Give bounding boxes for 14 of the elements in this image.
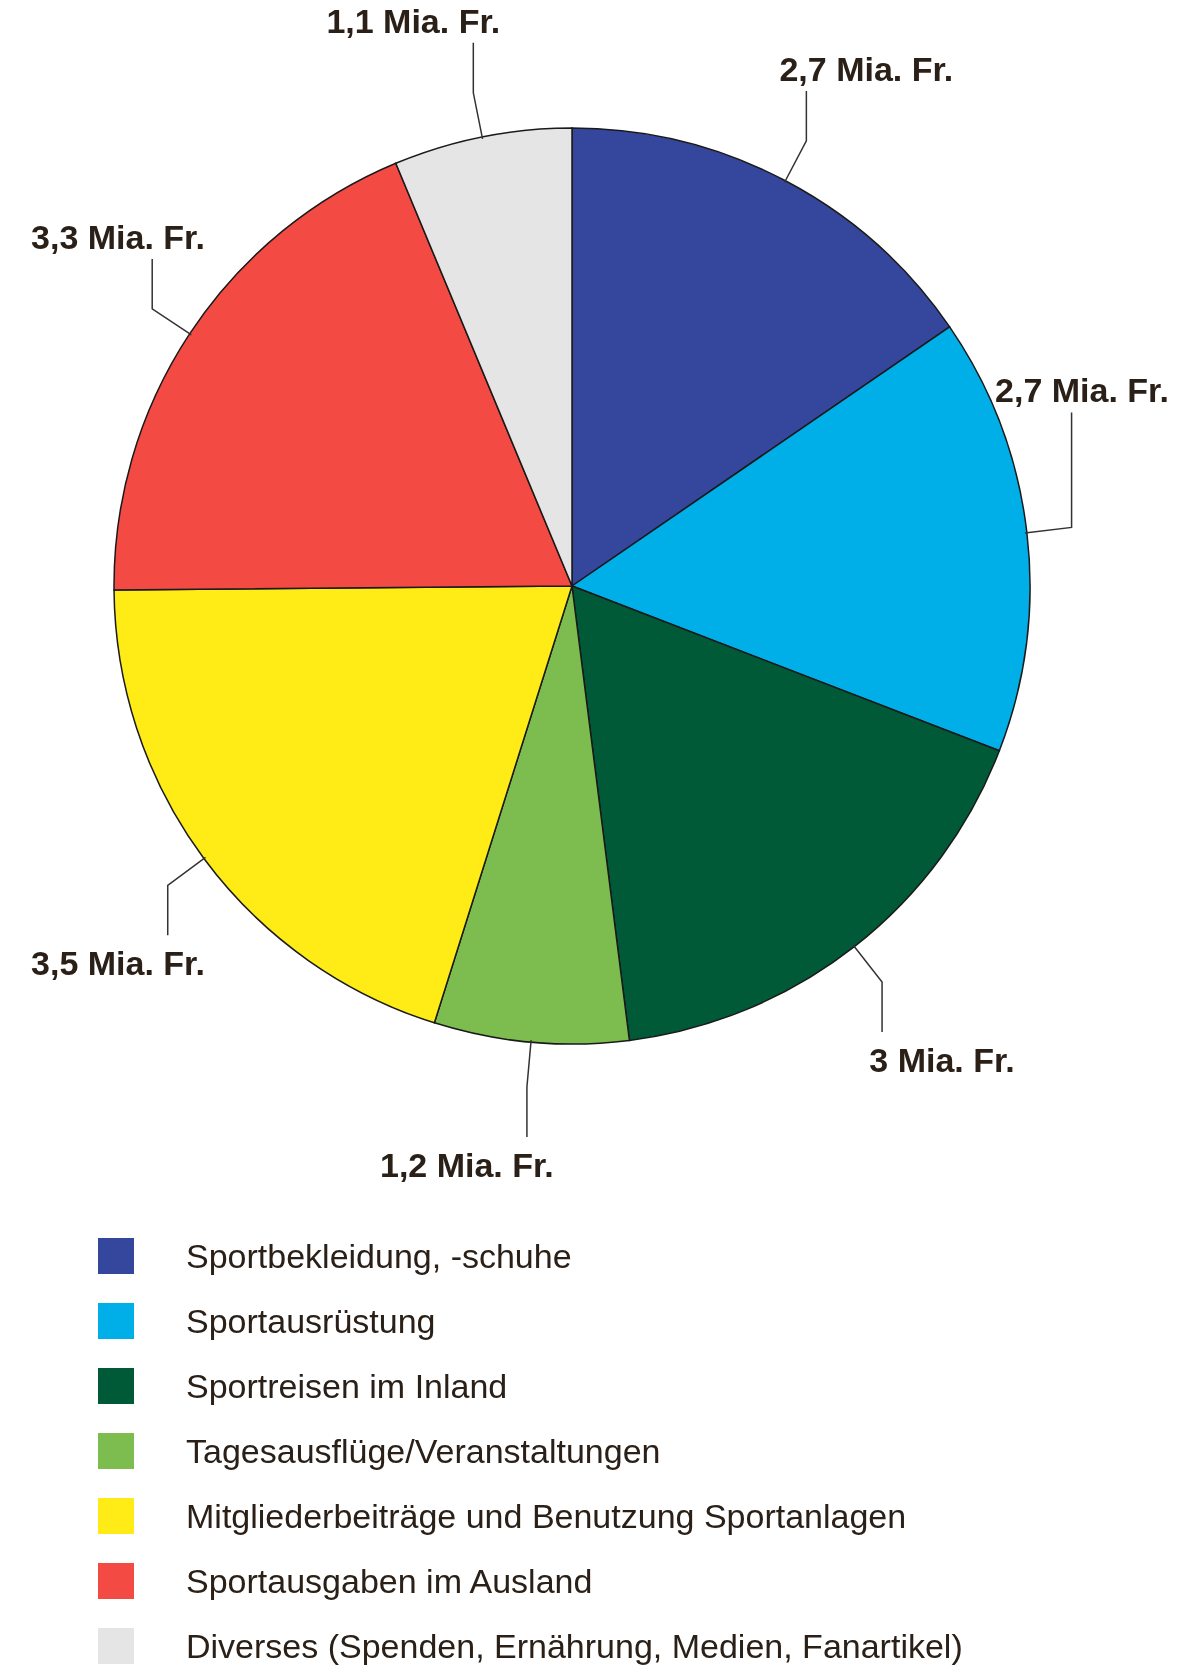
data-label: 3 Mia. Fr. <box>869 1041 1015 1080</box>
legend-label: Mitgliederbeiträge und Benutzung Sportanlagen <box>186 1497 907 1535</box>
legend-label: Tagesausflüge/Veranstaltungen <box>186 1432 661 1470</box>
data-label: 1,2 Mia. Fr. <box>379 1145 554 1184</box>
legend-label: Sportbekleidung, -schuhe <box>186 1237 572 1275</box>
data-label: 1,1 Mia. Fr. <box>326 1 501 40</box>
legend-label: Sportreisen im Inland <box>186 1367 508 1405</box>
legend-label: Sportausrüstung <box>186 1302 436 1340</box>
data-label: 3,3 Mia. Fr. <box>31 217 205 256</box>
data-label: 3,5 Mia. Fr. <box>31 944 205 983</box>
data-label: 2,7 Mia. Fr. <box>995 371 1169 410</box>
data-label: 2,7 Mia. Fr. <box>779 49 954 88</box>
legend-label: Sportausgaben im Ausland <box>186 1562 593 1600</box>
legend-label: Diverses (Spenden, Ernährung, Medien, Fanartikel) <box>186 1627 963 1665</box>
